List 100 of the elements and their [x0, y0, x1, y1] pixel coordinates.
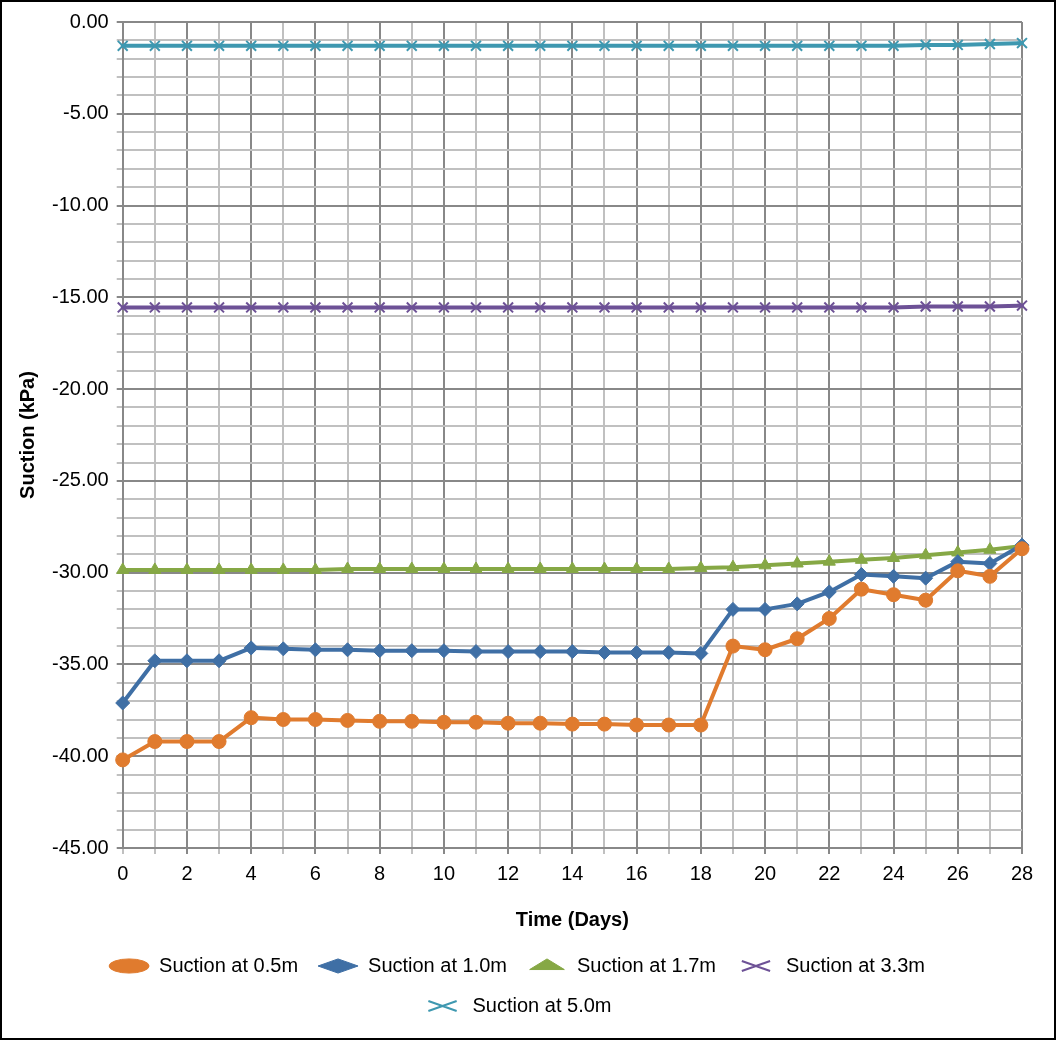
y-axis-title: Suction (kPa): [15, 371, 38, 499]
point: [982, 555, 998, 571]
point: [308, 562, 322, 574]
point: [822, 554, 836, 566]
point: [1016, 299, 1028, 312]
point: [179, 734, 195, 750]
point: [180, 39, 193, 52]
point: [211, 734, 227, 750]
point: [630, 561, 644, 573]
point: [372, 713, 388, 729]
point: [309, 39, 322, 52]
point: [566, 301, 579, 314]
point: [662, 301, 675, 314]
point: [1014, 541, 1030, 557]
point: [116, 562, 130, 574]
point: [148, 39, 161, 52]
point: [725, 638, 741, 654]
y-tick-label: -45.00: [51, 835, 109, 858]
point: [726, 559, 740, 572]
point: [758, 557, 772, 570]
point: [629, 717, 645, 733]
point: [565, 561, 579, 573]
point: [951, 38, 964, 51]
point: [597, 561, 612, 573]
legend-label: Suction at 3.3m: [785, 953, 925, 976]
point: [693, 717, 709, 733]
point: [115, 752, 131, 768]
point: [693, 645, 709, 661]
point: [307, 642, 323, 658]
point: [886, 568, 902, 584]
point: [404, 643, 420, 659]
point: [886, 550, 901, 562]
point: [340, 561, 355, 573]
point: [437, 301, 450, 314]
point: [436, 643, 452, 659]
point: [694, 39, 707, 52]
point: [276, 562, 290, 574]
point: [598, 301, 611, 314]
point: [662, 39, 675, 52]
point: [853, 581, 869, 597]
x-tick-label: 16: [625, 861, 648, 884]
x-tick-label: 28: [1010, 861, 1034, 884]
point: [340, 712, 356, 728]
x-tick-label: 6: [309, 861, 321, 884]
point: [726, 301, 739, 314]
y-tick-label: -30.00: [51, 560, 109, 583]
point: [243, 710, 259, 726]
point: [951, 544, 965, 557]
point: [502, 301, 515, 314]
point: [213, 301, 226, 314]
point: [341, 39, 354, 52]
x-tick-label: 2: [181, 861, 193, 884]
point: [887, 301, 900, 314]
x-tick-label: 8: [374, 861, 386, 884]
y-tick-label: -40.00: [51, 743, 109, 766]
x-tick-label: 22: [818, 861, 841, 884]
point: [307, 712, 323, 728]
legend-label: Suction at 1.7m: [577, 953, 716, 976]
x-tick-label: 12: [496, 861, 520, 884]
point: [148, 562, 162, 574]
point: [630, 301, 643, 314]
point: [243, 640, 259, 656]
point: [180, 562, 194, 574]
point: [983, 38, 996, 50]
point: [533, 561, 547, 573]
point: [823, 39, 836, 52]
point: [373, 561, 387, 573]
point: [854, 552, 868, 564]
legend-label: Suction at 5.0m: [472, 993, 612, 1016]
point: [211, 653, 227, 669]
x-tick-label: 26: [946, 861, 969, 884]
point: [309, 301, 322, 314]
point: [405, 561, 419, 573]
point: [373, 39, 386, 52]
point: [532, 644, 548, 660]
point: [501, 561, 515, 573]
point: [213, 39, 226, 52]
point: [726, 39, 739, 52]
point: [982, 568, 998, 584]
point: [468, 644, 484, 660]
point: [598, 39, 611, 52]
point: [244, 562, 258, 574]
legend-label: Suction at 0.5m: [159, 953, 299, 976]
y-tick-label: -5.00: [63, 101, 109, 124]
point: [180, 301, 193, 314]
point: [855, 39, 868, 52]
point: [919, 547, 933, 560]
point: [373, 301, 386, 314]
point: [116, 39, 129, 52]
legend-label: Suction at 1.0m: [368, 953, 507, 976]
y-tick-label: -20.00: [51, 376, 109, 399]
x-tick-label: 20: [753, 861, 777, 884]
point: [502, 39, 515, 52]
point: [532, 715, 548, 731]
point: [662, 561, 676, 573]
point: [148, 301, 161, 314]
point: [950, 563, 966, 579]
point: [791, 301, 804, 314]
x-tick-label: 24: [882, 861, 905, 884]
point: [564, 716, 580, 732]
